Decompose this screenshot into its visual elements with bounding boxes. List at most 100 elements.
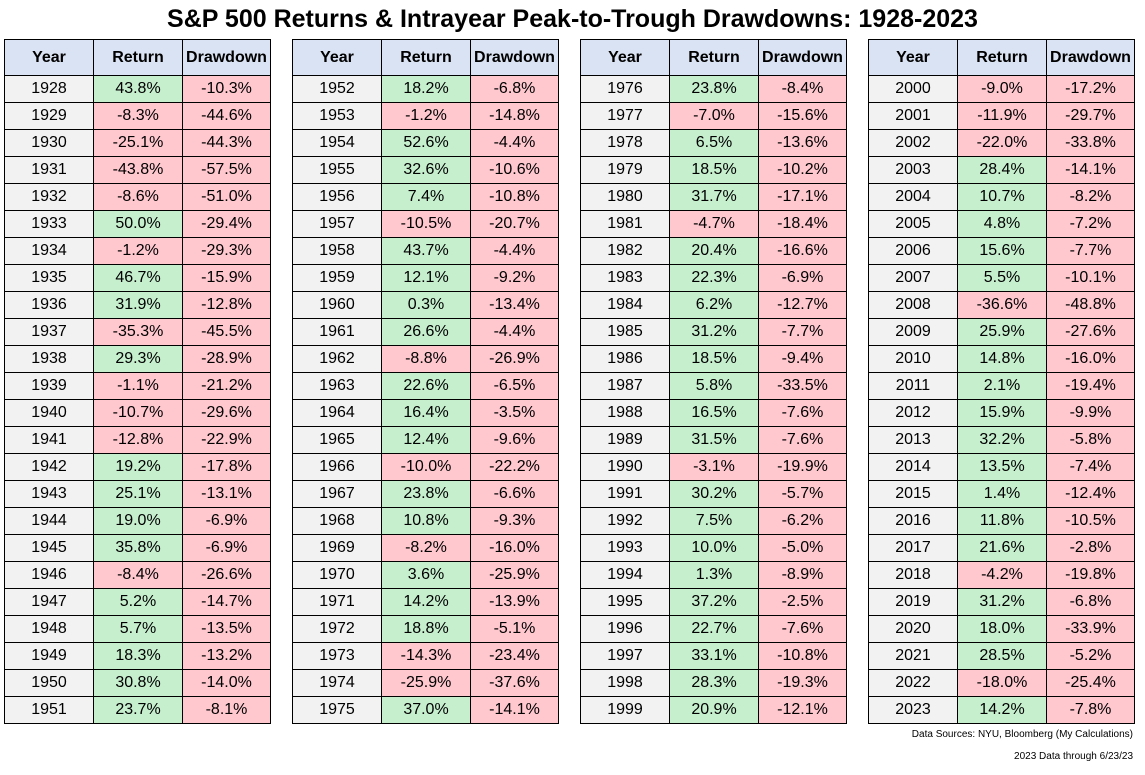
return-cell: -22.0% xyxy=(957,129,1047,157)
year-cell: 1942 xyxy=(4,453,94,481)
table-row: 2007 5.5% -10.1% xyxy=(868,264,1135,292)
drawdown-cell: -9.6% xyxy=(470,426,559,454)
year-cell: 2017 xyxy=(868,534,958,562)
table-row: 1953 -1.2% -14.8% xyxy=(292,102,559,130)
return-cell: -10.0% xyxy=(381,453,471,481)
table-row: 1946 -8.4% -26.6% xyxy=(4,561,271,589)
table-row: 2023 14.2% -7.8% xyxy=(868,696,1135,724)
return-cell: -14.3% xyxy=(381,642,471,670)
drawdown-cell: -33.8% xyxy=(1046,129,1135,157)
drawdown-cell: -13.2% xyxy=(182,642,271,670)
drawdown-cell: -13.6% xyxy=(758,129,847,157)
return-cell: 22.6% xyxy=(381,372,471,400)
drawdown-cell: -7.6% xyxy=(758,426,847,454)
drawdown-header: Drawdown xyxy=(470,39,559,76)
year-cell: 1936 xyxy=(4,291,94,319)
return-cell: -10.5% xyxy=(381,210,471,238)
year-cell: 1929 xyxy=(4,102,94,130)
year-cell: 1943 xyxy=(4,480,94,508)
table-row: 1947 5.2% -14.7% xyxy=(4,588,271,616)
table-block-4: Year Return Drawdown 2000 -9.0% -17.2% 2001 -11… xyxy=(868,39,1135,724)
table-row: 1935 46.7% -15.9% xyxy=(4,264,271,292)
year-cell: 1930 xyxy=(4,129,94,157)
year-cell: 1950 xyxy=(4,669,94,697)
year-cell: 1940 xyxy=(4,399,94,427)
drawdown-cell: -21.2% xyxy=(182,372,271,400)
year-cell: 1928 xyxy=(4,75,94,103)
year-cell: 1954 xyxy=(292,129,382,157)
drawdown-cell: -6.8% xyxy=(470,75,559,103)
drawdown-cell: -14.7% xyxy=(182,588,271,616)
year-cell: 2002 xyxy=(868,129,958,157)
year-cell: 1986 xyxy=(580,345,670,373)
year-cell: 1998 xyxy=(580,669,670,697)
table-row: 1948 5.7% -13.5% xyxy=(4,615,271,643)
drawdown-cell: -29.7% xyxy=(1046,102,1135,130)
table-row: 1979 18.5% -10.2% xyxy=(580,156,847,184)
year-cell: 2015 xyxy=(868,480,958,508)
drawdown-cell: -17.2% xyxy=(1046,75,1135,103)
drawdown-cell: -4.4% xyxy=(470,129,559,157)
year-cell: 1941 xyxy=(4,426,94,454)
year-cell: 1959 xyxy=(292,264,382,292)
return-cell: 5.7% xyxy=(93,615,183,643)
table-row: 1955 32.6% -10.6% xyxy=(292,156,559,184)
year-cell: 1996 xyxy=(580,615,670,643)
table-row: 1966 -10.0% -22.2% xyxy=(292,453,559,481)
table-row: 1991 30.2% -5.7% xyxy=(580,480,847,508)
return-cell: 25.1% xyxy=(93,480,183,508)
return-cell: 11.8% xyxy=(957,507,1047,535)
year-cell: 1960 xyxy=(292,291,382,319)
table-row: 1998 28.3% -19.3% xyxy=(580,669,847,697)
drawdown-cell: -15.6% xyxy=(758,102,847,130)
table-row: 1941 -12.8% -22.9% xyxy=(4,426,271,454)
table-row: 2002 -22.0% -33.8% xyxy=(868,129,1135,157)
return-cell: 37.2% xyxy=(669,588,759,616)
drawdown-cell: -13.9% xyxy=(470,588,559,616)
year-cell: 1989 xyxy=(580,426,670,454)
drawdown-cell: -9.4% xyxy=(758,345,847,373)
table-row: 1958 43.7% -4.4% xyxy=(292,237,559,265)
return-cell: -1.2% xyxy=(93,237,183,265)
return-cell: 31.9% xyxy=(93,291,183,319)
table-row: 1949 18.3% -13.2% xyxy=(4,642,271,670)
return-cell: 18.2% xyxy=(381,75,471,103)
return-cell: 1.3% xyxy=(669,561,759,589)
drawdown-cell: -45.5% xyxy=(182,318,271,346)
drawdown-cell: -12.4% xyxy=(1046,480,1135,508)
table-row: 1956 7.4% -10.8% xyxy=(292,183,559,211)
table-row: 1963 22.6% -6.5% xyxy=(292,372,559,400)
table-row: 1957 -10.5% -20.7% xyxy=(292,210,559,238)
return-cell: 28.4% xyxy=(957,156,1047,184)
table-row: 1982 20.4% -16.6% xyxy=(580,237,847,265)
drawdown-cell: -19.9% xyxy=(758,453,847,481)
year-cell: 1997 xyxy=(580,642,670,670)
year-cell: 2018 xyxy=(868,561,958,589)
return-cell: -7.0% xyxy=(669,102,759,130)
return-cell: 1.4% xyxy=(957,480,1047,508)
table-row: 1933 50.0% -29.4% xyxy=(4,210,271,238)
drawdown-cell: -10.5% xyxy=(1046,507,1135,535)
return-cell: 23.8% xyxy=(381,480,471,508)
return-cell: 29.3% xyxy=(93,345,183,373)
table-row: 1965 12.4% -9.6% xyxy=(292,426,559,454)
table-row: 1968 10.8% -9.3% xyxy=(292,507,559,535)
return-cell: -8.8% xyxy=(381,345,471,373)
table-row: 2022 -18.0% -25.4% xyxy=(868,669,1135,697)
drawdown-cell: -13.1% xyxy=(182,480,271,508)
year-cell: 1953 xyxy=(292,102,382,130)
table-row: 2003 28.4% -14.1% xyxy=(868,156,1135,184)
drawdown-cell: -12.1% xyxy=(758,696,847,724)
drawdown-cell: -12.7% xyxy=(758,291,847,319)
table-row: 1945 35.8% -6.9% xyxy=(4,534,271,562)
table-row: 2017 21.6% -2.8% xyxy=(868,534,1135,562)
table-row: 1934 -1.2% -29.3% xyxy=(4,237,271,265)
return-cell: 46.7% xyxy=(93,264,183,292)
return-cell: 4.8% xyxy=(957,210,1047,238)
drawdown-cell: -3.5% xyxy=(470,399,559,427)
return-cell: 31.5% xyxy=(669,426,759,454)
return-cell: 37.0% xyxy=(381,696,471,724)
table-row: 2010 14.8% -16.0% xyxy=(868,345,1135,373)
table-row: 2000 -9.0% -17.2% xyxy=(868,75,1135,103)
return-cell: -12.8% xyxy=(93,426,183,454)
